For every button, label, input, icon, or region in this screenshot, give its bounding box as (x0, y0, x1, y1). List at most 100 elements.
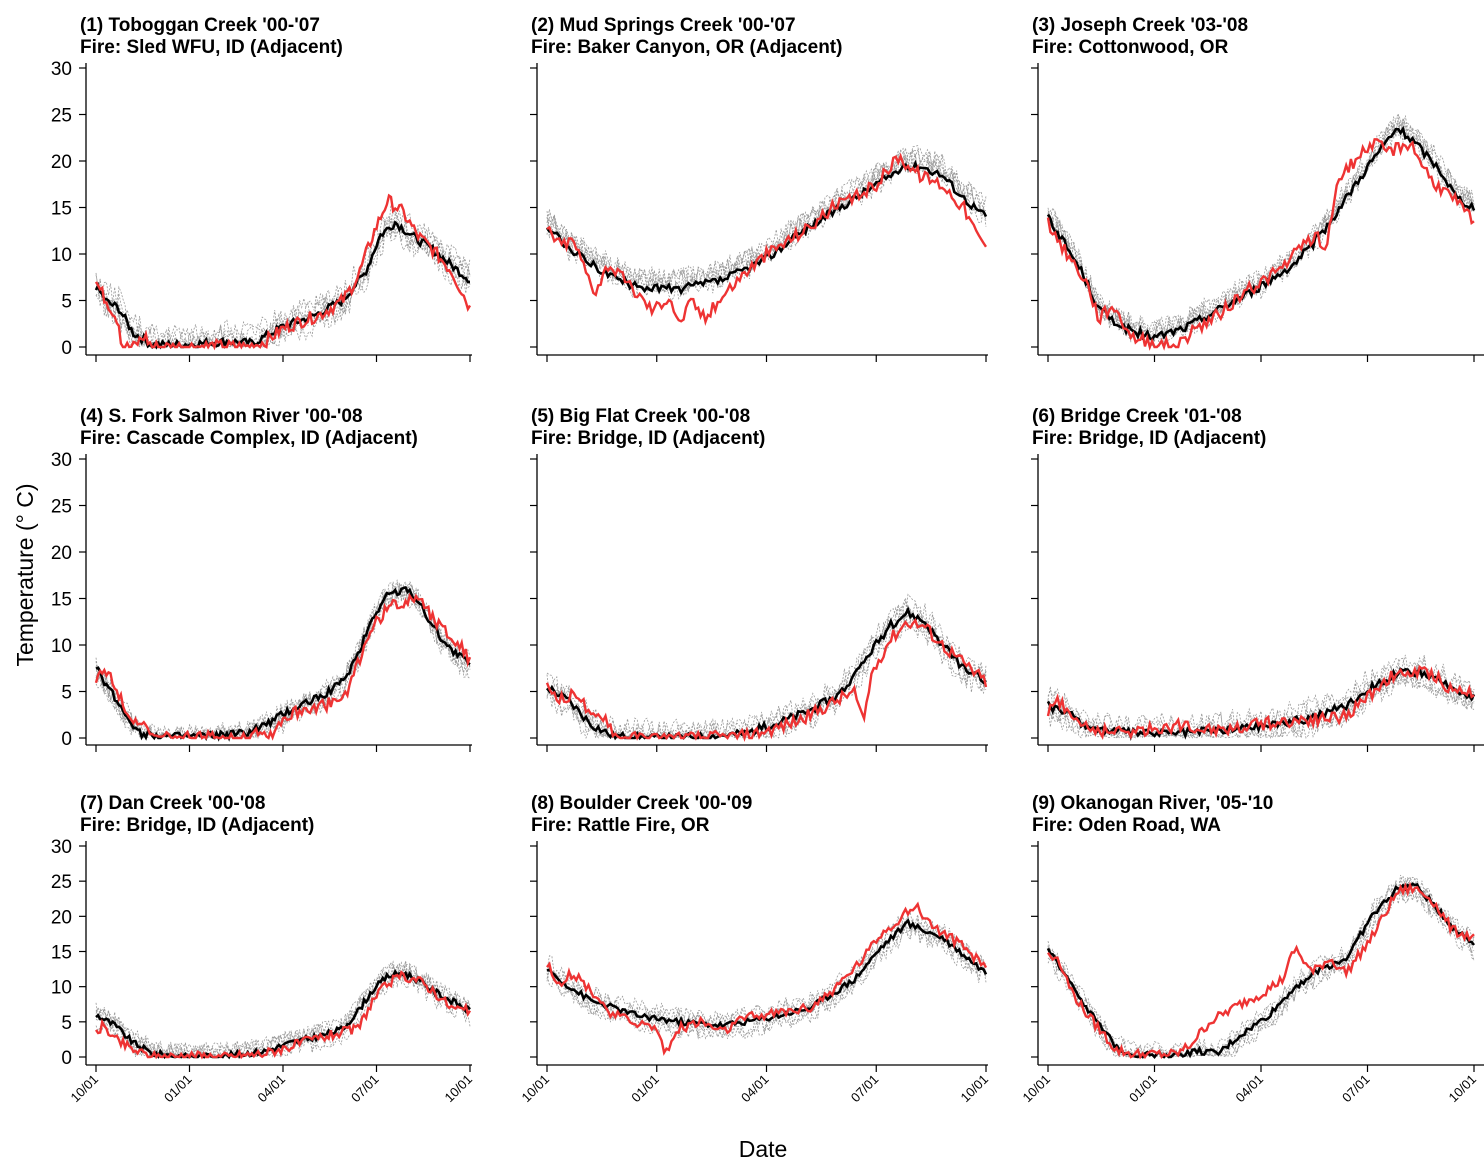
x-tick-label: 10/01 (68, 1072, 102, 1106)
other-year-line (95, 204, 471, 347)
panel-title: (4) S. Fork Salmon River '00-'08 (80, 406, 363, 427)
x-tick-label: 10/01 (958, 1072, 992, 1106)
panel-subtitle: Fire: Cascade Complex, ID (Adjacent) (80, 428, 418, 449)
panel-title: (2) Mud Springs Creek '00-'07 (531, 15, 796, 36)
panel-subtitle: Fire: Cottonwood, OR (1032, 37, 1229, 58)
panel-title: (5) Big Flat Creek '00-'08 (531, 406, 750, 427)
x-tick-label: 10/01 (519, 1072, 553, 1106)
panel-subtitle: Fire: Sled WFU, ID (Adjacent) (80, 37, 343, 58)
panel-subtitle: Fire: Rattle Fire, OR (531, 815, 710, 836)
other-year-line (1047, 115, 1475, 338)
x-tick-label: 01/01 (161, 1072, 195, 1106)
y-tick-label: 30 (51, 450, 72, 471)
mean-temperature-line (1046, 666, 1476, 741)
other-year-line (1047, 664, 1475, 739)
fire-year-line (546, 152, 988, 327)
other-year-line (546, 913, 987, 1028)
y-tick-label: 10 (51, 978, 72, 999)
x-tick-label: 10/01 (442, 1072, 476, 1106)
other-year-line (1047, 885, 1475, 1058)
x-axis-title: Date (739, 1136, 788, 1160)
mean-temperature-line (1046, 882, 1476, 1060)
y-tick-label: 15 (51, 590, 72, 611)
mean-temperature-line (95, 585, 471, 742)
panel-subtitle: Fire: Oden Road, WA (1032, 815, 1221, 836)
y-tick-label: 20 (51, 543, 72, 564)
other-year-line (547, 147, 987, 292)
x-tick-label: 04/01 (255, 1072, 289, 1106)
y-tick-label: 0 (61, 338, 72, 359)
y-tick-label: 20 (51, 907, 72, 928)
other-year-line (95, 206, 471, 349)
other-year-line (1047, 123, 1475, 347)
panel-subtitle: Fire: Bridge, ID (Adjacent) (531, 428, 765, 449)
x-tick-label: 10/01 (1020, 1072, 1054, 1106)
x-tick-label: 07/01 (1339, 1072, 1373, 1106)
panel-subtitle: Fire: Bridge, ID (Adjacent) (1032, 428, 1266, 449)
other-year-line (1047, 669, 1475, 739)
panel-title: (1) Toboggan Creek '00-'07 (80, 15, 320, 36)
y-tick-label: 0 (61, 1048, 72, 1069)
x-tick-label: 01/01 (628, 1072, 662, 1106)
y-tick-label: 20 (51, 152, 72, 173)
other-year-line (546, 614, 987, 740)
fire-year-line (546, 901, 988, 1056)
other-year-line (95, 960, 471, 1058)
panel-title: (7) Dan Creek '00-'08 (80, 793, 265, 814)
fire-year-line (95, 970, 472, 1060)
y-tick-label: 30 (51, 837, 72, 858)
fire-year-line (94, 193, 472, 351)
y-tick-label: 5 (61, 292, 72, 313)
mean-temperature-line (94, 220, 470, 350)
other-year-line (546, 593, 987, 739)
fire-year-line (1047, 881, 1475, 1060)
y-tick-label: 0 (61, 729, 72, 750)
x-tick-label: 10/01 (1446, 1072, 1480, 1106)
y-tick-label: 15 (51, 199, 72, 220)
y-tick-label: 10 (51, 636, 72, 657)
other-year-line (546, 596, 987, 740)
other-year-line (1047, 887, 1475, 1058)
panel-subtitle: Fire: Bridge, ID (Adjacent) (80, 815, 314, 836)
y-tick-label: 15 (51, 943, 72, 964)
y-tick-label: 25 (51, 872, 72, 893)
x-tick-label: 04/01 (738, 1072, 772, 1106)
other-year-line (1047, 657, 1475, 737)
panel-title: (3) Joseph Creek '03-'08 (1032, 15, 1248, 36)
y-tick-label: 25 (51, 106, 72, 127)
other-year-line (546, 145, 987, 292)
other-year-line (1047, 874, 1475, 1057)
fire-year-line (1046, 138, 1475, 351)
fire-year-line (94, 592, 472, 741)
y-tick-label: 5 (61, 1013, 72, 1034)
fire-year-line (1046, 664, 1475, 741)
other-year-line (546, 604, 987, 739)
y-tick-label: 25 (51, 497, 72, 518)
fire-year-line (545, 617, 988, 743)
y-axis-title: Temperature (° C) (12, 483, 38, 666)
y-tick-label: 5 (61, 683, 72, 704)
panel-subtitle: Fire: Baker Canyon, OR (Adjacent) (531, 37, 842, 58)
other-year-line (1047, 119, 1475, 341)
y-tick-label: 10 (51, 245, 72, 266)
other-year-line (1047, 874, 1475, 1058)
mean-temperature-line (546, 918, 988, 1029)
panel-title: (8) Boulder Creek '00-'09 (531, 793, 752, 814)
x-tick-label: 07/01 (348, 1072, 382, 1106)
other-year-line (1047, 670, 1475, 739)
y-tick-label: 30 (51, 59, 72, 80)
panel-title: (6) Bridge Creek '01-'08 (1032, 406, 1242, 427)
x-tick-label: 07/01 (848, 1072, 882, 1106)
x-tick-label: 04/01 (1233, 1072, 1267, 1106)
